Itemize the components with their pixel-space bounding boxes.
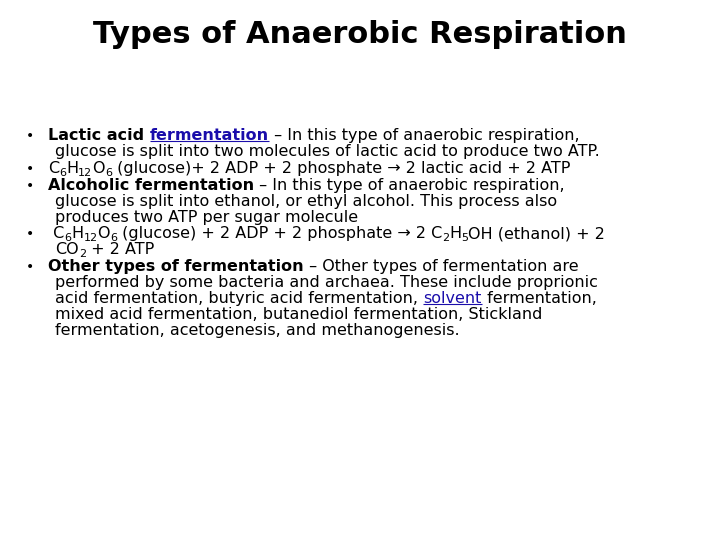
Text: •: • xyxy=(26,227,34,241)
Text: + 2 ATP: + 2 ATP xyxy=(86,242,154,258)
Text: performed by some bacteria and archaea. These include proprionic: performed by some bacteria and archaea. … xyxy=(55,275,598,290)
Text: mixed acid fermentation, butanediol fermentation, Stickland: mixed acid fermentation, butanediol ferm… xyxy=(55,307,542,322)
Text: Types of Anaerobic Respiration: Types of Anaerobic Respiration xyxy=(93,20,627,49)
Text: C: C xyxy=(48,226,64,241)
Text: 5: 5 xyxy=(462,233,469,244)
Text: – In this type of anaerobic respiration,: – In this type of anaerobic respiration, xyxy=(254,178,564,193)
Text: 2: 2 xyxy=(442,233,449,244)
Text: acid fermentation, butyric acid fermentation,: acid fermentation, butyric acid fermenta… xyxy=(55,291,423,306)
Text: (glucose)+ 2 ADP + 2 phosphate → 2 lactic acid + 2 ATP: (glucose)+ 2 ADP + 2 phosphate → 2 lacti… xyxy=(112,161,570,176)
Text: glucose is split into ethanol, or ethyl alcohol. This process also: glucose is split into ethanol, or ethyl … xyxy=(55,194,557,208)
Text: O: O xyxy=(92,161,105,176)
Text: 6: 6 xyxy=(110,233,117,244)
Text: 12: 12 xyxy=(78,168,92,178)
Text: C: C xyxy=(48,161,59,176)
Text: OH (ethanol) + 2: OH (ethanol) + 2 xyxy=(469,226,606,241)
Text: O: O xyxy=(97,226,110,241)
Text: – In this type of anaerobic respiration,: – In this type of anaerobic respiration, xyxy=(269,128,580,143)
Text: – Other types of fermentation are: – Other types of fermentation are xyxy=(304,259,578,274)
Text: solvent: solvent xyxy=(423,291,482,306)
Text: (glucose) + 2 ADP + 2 phosphate → 2 C: (glucose) + 2 ADP + 2 phosphate → 2 C xyxy=(117,226,442,241)
Text: •: • xyxy=(26,260,34,274)
Text: H: H xyxy=(449,226,462,241)
Text: •: • xyxy=(26,162,34,176)
Text: 6: 6 xyxy=(64,233,71,244)
Text: glucose is split into two molecules of lactic acid to produce two ATP.: glucose is split into two molecules of l… xyxy=(55,144,600,159)
Text: Other types of fermentation: Other types of fermentation xyxy=(48,259,304,274)
Text: produces two ATP per sugar molecule: produces two ATP per sugar molecule xyxy=(55,210,358,225)
Text: Lactic acid: Lactic acid xyxy=(48,128,150,143)
Text: fermentation, acetogenesis, and methanogenesis.: fermentation, acetogenesis, and methanog… xyxy=(55,323,459,338)
Text: •: • xyxy=(26,129,34,143)
Text: 12: 12 xyxy=(84,233,97,244)
Text: fermentation: fermentation xyxy=(150,128,269,143)
Text: fermentation,: fermentation, xyxy=(482,291,596,306)
Text: •: • xyxy=(26,179,34,193)
Text: 6: 6 xyxy=(59,168,66,178)
Text: H: H xyxy=(66,161,78,176)
Text: CO: CO xyxy=(55,242,78,258)
Text: 2: 2 xyxy=(78,249,86,259)
Text: Alcoholic fermentation: Alcoholic fermentation xyxy=(48,178,254,193)
Text: H: H xyxy=(71,226,84,241)
Text: 6: 6 xyxy=(105,168,112,178)
